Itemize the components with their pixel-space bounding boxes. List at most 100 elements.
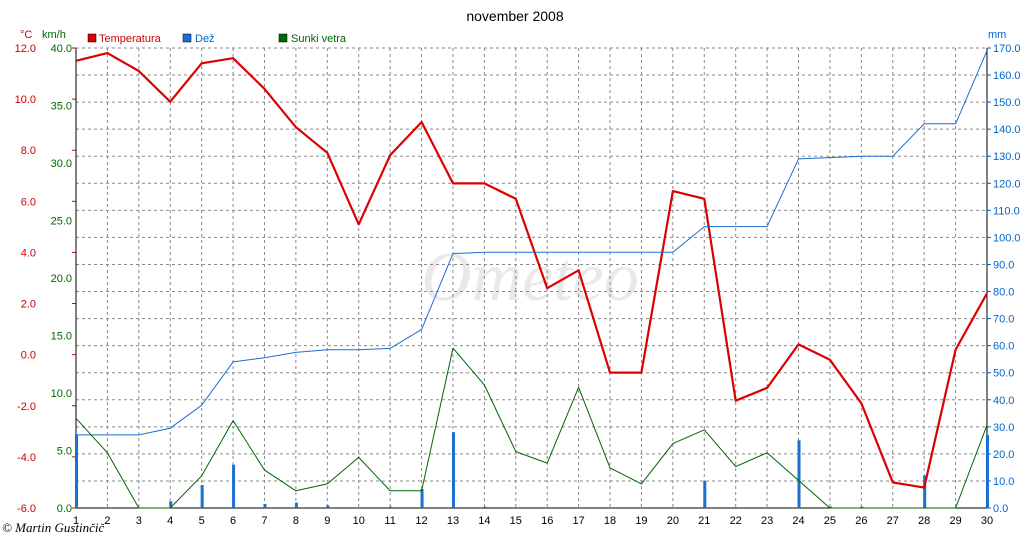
series-lines — [75, 50, 988, 509]
x-tick-label: 24 — [792, 515, 804, 527]
watermark-text: Ometeo — [421, 239, 639, 316]
tick-labels: 1 2 3 4 5 6 7 8 9 10 11 12 13 14 15 16 17 18 19 20 21 22 23 24 2… — [15, 43, 1021, 527]
x-tick-label: 23 — [761, 515, 773, 527]
rain-bar — [483, 506, 487, 508]
rain-axis-label: 120.0 — [993, 178, 1021, 190]
rain-axis-label: 90.0 — [993, 259, 1014, 271]
x-tick-label: 18 — [604, 515, 616, 527]
chart-title: november 2008 — [466, 8, 564, 24]
rain-cumulative-line — [76, 50, 988, 436]
rain-axis-label: 10.0 — [993, 476, 1014, 488]
rain-axis-label: 100.0 — [993, 232, 1021, 244]
x-tick-label: 4 — [167, 515, 173, 527]
rain-axis-label: 110.0 — [993, 205, 1020, 217]
x-tick-label: 8 — [293, 515, 299, 527]
x-tick-label: 19 — [635, 515, 647, 527]
temp-axis-label: 0.0 — [21, 350, 36, 362]
temp-axis-label: 12.0 — [15, 43, 36, 55]
rain-bar — [797, 440, 801, 508]
temp-axis-label: 8.0 — [21, 145, 36, 157]
x-tick-label: 27 — [887, 515, 899, 527]
x-tick-label: 11 — [384, 515, 395, 527]
rain-axis-label: 150.0 — [993, 97, 1021, 109]
x-tick-label: 30 — [981, 515, 993, 527]
x-tick-label: 6 — [230, 515, 236, 527]
rain-axis-unit: mm — [988, 29, 1006, 41]
x-tick-label: 22 — [730, 515, 742, 527]
rain-axis-label: 70.0 — [993, 314, 1014, 326]
wind-axis-label: 0.0 — [57, 503, 72, 515]
temp-axis-unit: °C — [20, 29, 32, 41]
rain-bar — [200, 485, 204, 508]
rain-axis-label: 40.0 — [993, 395, 1014, 407]
temp-axis-label: -2.0 — [17, 401, 36, 413]
temp-axis-label: -4.0 — [17, 452, 36, 464]
x-tick-label: 13 — [447, 515, 459, 527]
wind-axis-label: 30.0 — [51, 158, 72, 170]
wind-axis-label: 35.0 — [51, 101, 72, 113]
temp-axis-label: 2.0 — [21, 299, 36, 311]
wind-axis-label: 10.0 — [51, 388, 72, 400]
wind-axis-label: 5.0 — [57, 446, 72, 458]
x-tick-label: 15 — [510, 515, 522, 527]
wind-axis-unit: km/h — [42, 29, 66, 41]
rain-bar — [232, 464, 236, 508]
rain-bars — [75, 432, 989, 508]
x-tick-label: 3 — [136, 515, 142, 527]
rain-bar — [263, 503, 267, 508]
rain-axis-label: 170.0 — [993, 43, 1021, 55]
temperature-line — [75, 51, 988, 489]
rain-axis-label: 160.0 — [993, 70, 1021, 82]
rain-axis-label: 60.0 — [993, 341, 1014, 353]
legend-swatch-dez — [182, 33, 192, 43]
legend-swatch-temperatura — [87, 33, 97, 43]
x-tick-label: 29 — [949, 515, 961, 527]
legend: Temperatura Dež Sunki vetra — [87, 33, 347, 45]
x-tick-label: 1 — [73, 515, 79, 527]
x-tick-label: 7 — [261, 515, 267, 527]
grid — [76, 48, 987, 508]
x-tick-label: 25 — [824, 515, 836, 527]
rain-axis-label: 30.0 — [993, 422, 1014, 434]
wind-axis-label: 25.0 — [51, 216, 72, 228]
rain-axis-label: 50.0 — [993, 368, 1014, 380]
rain-axis-label: 80.0 — [993, 287, 1014, 299]
rain-bar — [389, 506, 393, 508]
credit-text: © Martin Gustinčič — [2, 520, 106, 535]
x-tick-label: 5 — [199, 515, 205, 527]
legend-label-sunki-vetra: Sunki vetra — [291, 33, 347, 45]
x-tick-label: 20 — [667, 515, 679, 527]
rain-bar — [986, 434, 989, 508]
rain-axis-label: 20.0 — [993, 449, 1014, 461]
rain-bar — [294, 502, 298, 508]
rain-bar — [703, 480, 707, 508]
wind-axis-label: 20.0 — [51, 273, 72, 285]
temp-axis-label: 6.0 — [21, 196, 36, 208]
legend-label-dez: Dež — [195, 33, 215, 45]
rain-bar — [420, 489, 424, 508]
legend-label-temperatura: Temperatura — [99, 33, 162, 45]
wind-axis-label: 40.0 — [51, 43, 72, 55]
rain-bar — [326, 505, 330, 508]
x-tick-label: 12 — [415, 515, 427, 527]
x-tick-label: 21 — [698, 515, 710, 527]
rain-bar — [828, 506, 832, 508]
x-tick-label: 14 — [478, 515, 490, 527]
temp-axis-label: 4.0 — [21, 247, 36, 259]
x-tick-label: 9 — [324, 515, 330, 527]
x-tick-label: 10 — [353, 515, 365, 527]
rain-bar — [75, 434, 78, 508]
rain-bar — [860, 506, 864, 508]
x-tick-label: 28 — [918, 515, 930, 527]
rain-axis-label: 130.0 — [993, 151, 1021, 163]
rain-bar — [169, 501, 173, 508]
wind-gust-line — [75, 347, 988, 509]
rain-axis-label: 0.0 — [993, 503, 1008, 515]
x-tick-label: 17 — [572, 515, 584, 527]
rain-bar — [923, 475, 927, 508]
rain-axis-label: 140.0 — [993, 124, 1021, 136]
x-tick-label: 16 — [541, 515, 553, 527]
rain-bar — [451, 432, 455, 508]
x-tick-label: 2 — [104, 515, 110, 527]
